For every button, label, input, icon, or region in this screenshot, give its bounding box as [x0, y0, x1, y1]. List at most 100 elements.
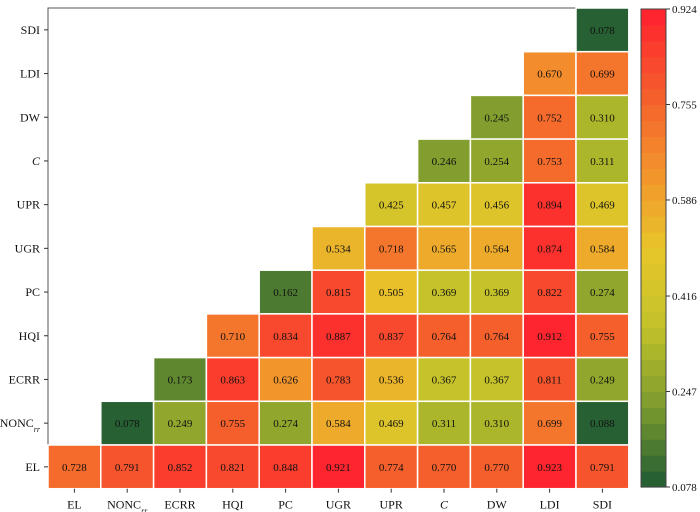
y-tick-label: PC	[25, 285, 40, 299]
cell-value-label: 0.815	[326, 287, 351, 299]
colorbar-segment	[641, 391, 666, 408]
cell-value-label: 0.710	[220, 331, 245, 343]
cell-value-label: 0.078	[115, 418, 140, 430]
cell-value-label: 0.369	[432, 287, 457, 299]
colorbar-tick-label: 0.924	[672, 4, 697, 16]
colorbar-segment	[641, 216, 666, 233]
y-tick-label: SDI	[21, 23, 40, 37]
cell-value-label: 0.764	[432, 331, 457, 343]
cell-value-label: 0.912	[537, 331, 562, 343]
cell-value-label: 0.755	[590, 331, 615, 343]
cell-value-label: 0.274	[273, 418, 298, 430]
heatmap-cell	[100, 444, 155, 490]
colorbar-segment	[641, 168, 666, 185]
cell-value-label: 0.837	[379, 331, 404, 343]
heatmap-cell	[416, 444, 472, 490]
cell-value-label: 0.774	[379, 462, 404, 474]
x-tick-label: NONCrr	[107, 498, 148, 512]
cell-value-label: 0.670	[537, 69, 562, 81]
cell-value-label: 0.770	[432, 462, 457, 474]
cell-value-label: 0.457	[432, 200, 457, 212]
colorbar-segment	[641, 152, 666, 169]
heatmap-cell	[311, 225, 366, 271]
cell-value-label: 0.254	[484, 156, 509, 168]
colorbar-segment	[641, 200, 666, 217]
heatmap-cell	[205, 444, 260, 490]
x-tick-label: HQI	[222, 498, 243, 512]
cell-value-label: 0.469	[379, 418, 404, 430]
heatmap-cell	[575, 94, 630, 140]
cell-value-label: 0.536	[379, 374, 404, 386]
colorbar-tick-label: 0.416	[672, 291, 697, 303]
cell-value-label: 0.367	[432, 374, 457, 386]
cell-value-label: 0.699	[590, 69, 615, 81]
cell-value-label: 0.249	[590, 374, 615, 386]
cell-value-label: 0.565	[432, 243, 457, 255]
cell-value-label: 0.456	[484, 200, 509, 212]
cell-value-label: 0.894	[537, 200, 562, 212]
colorbar-segment	[641, 9, 666, 26]
cell-value-label: 0.699	[537, 418, 562, 430]
heatmap-cell	[364, 444, 419, 490]
cell-value-label: 0.505	[379, 287, 404, 299]
y-tick-label: EL	[25, 460, 40, 474]
heatmap-cell	[469, 400, 524, 446]
y-axis: SDI LDI DW C UPR UGR PC HQI ECRR NONCrr EL	[0, 23, 48, 474]
heatmap-cell	[522, 138, 577, 184]
cell-value-label: 0.626	[273, 374, 298, 386]
colorbar-segment	[641, 232, 666, 249]
cell-value-label: 0.173	[168, 374, 193, 386]
heatmap-cell	[522, 182, 577, 228]
x-tick-label: SDI	[593, 498, 612, 512]
colorbar-tick-label: 0.078	[672, 482, 697, 494]
cell-value-label: 0.584	[590, 243, 615, 255]
y-tick-label: DW	[20, 110, 41, 124]
cell-value-label: 0.755	[220, 418, 245, 430]
x-tick-label: LDI	[540, 498, 560, 512]
colorbar-segment	[641, 439, 666, 456]
cell-value-label: 0.249	[168, 418, 193, 430]
cell-value-label: 0.821	[220, 462, 245, 474]
colorbar-segment	[641, 407, 666, 424]
colorbar-segment	[641, 343, 666, 361]
cell-value-label: 0.822	[537, 287, 562, 299]
cell-value-label: 0.564	[484, 243, 509, 255]
heatmap-cell	[364, 400, 419, 446]
heatmap-cells: 0.078 0.670 0.699 0.245 0.752 0.310 0.246 0.254…	[47, 7, 630, 490]
cell-value-label: 0.791	[590, 462, 615, 474]
heatmap-cell	[364, 182, 419, 228]
y-tick-label: LDI	[20, 67, 40, 81]
heatmap-cell	[522, 94, 577, 140]
colorbar-frame	[640, 8, 667, 488]
heatmap-cell	[575, 313, 630, 359]
colorbar-segment	[641, 88, 666, 106]
heatmap-cell	[205, 313, 260, 359]
heatmap-cell	[575, 182, 630, 228]
heatmap-cell	[575, 269, 630, 315]
y-tick-label: ECRR	[9, 372, 40, 386]
cell-value-label: 0.367	[484, 374, 509, 386]
cell-value-label: 0.469	[590, 200, 615, 212]
cell-value-label: 0.584	[326, 418, 351, 430]
cell-value-label: 0.791	[115, 462, 140, 474]
cell-value-label: 0.311	[590, 156, 614, 168]
cell-value-label: 0.534	[326, 243, 351, 255]
heatmap-cell	[575, 356, 630, 403]
colorbar-segment	[641, 120, 666, 138]
cell-value-label: 0.764	[484, 331, 509, 343]
x-tick-label: UGR	[326, 498, 351, 512]
cell-value-label: 0.887	[326, 331, 351, 343]
x-tick-label: PC	[278, 498, 293, 512]
heatmap-cell	[575, 138, 630, 184]
x-tick-label: ECRR	[164, 498, 195, 512]
y-tick-label: UPR	[17, 198, 40, 212]
heatmap-cell	[469, 182, 524, 228]
cell-value-label: 0.311	[432, 418, 456, 430]
y-tick-label: NONCrr	[0, 416, 41, 434]
cell-value-label: 0.274	[590, 287, 615, 299]
cell-value-label: 0.852	[168, 462, 193, 474]
heatmap-cell	[364, 269, 419, 315]
cell-value-label: 0.921	[326, 462, 351, 474]
cell-value-label: 0.162	[273, 287, 298, 299]
colorbar-segment	[641, 248, 666, 265]
